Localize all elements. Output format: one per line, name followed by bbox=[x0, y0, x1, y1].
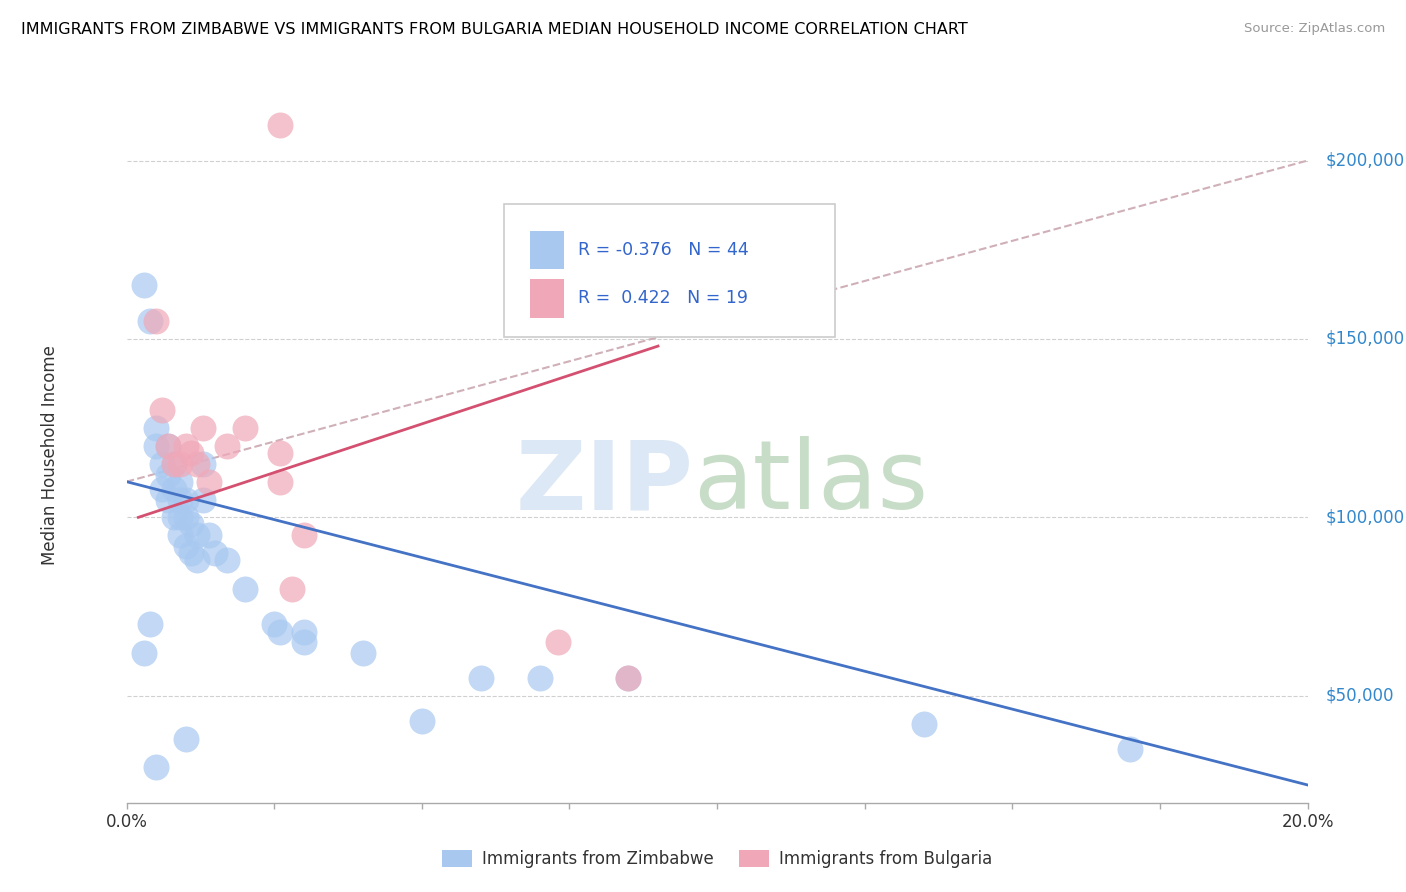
Point bbox=[180, 446, 202, 460]
Point bbox=[145, 439, 167, 453]
Point bbox=[352, 646, 374, 660]
Text: ZIP: ZIP bbox=[516, 436, 693, 529]
Legend: Immigrants from Zimbabwe, Immigrants from Bulgaria: Immigrants from Zimbabwe, Immigrants fro… bbox=[436, 843, 998, 874]
Point bbox=[1119, 742, 1142, 756]
Point bbox=[169, 510, 191, 524]
Point bbox=[547, 635, 569, 649]
Point bbox=[233, 582, 256, 596]
Point bbox=[617, 671, 640, 685]
Point bbox=[198, 528, 221, 542]
Point bbox=[470, 671, 492, 685]
Text: $100,000: $100,000 bbox=[1326, 508, 1405, 526]
Point bbox=[163, 457, 186, 471]
Point bbox=[134, 278, 156, 293]
Point bbox=[150, 403, 173, 417]
Point bbox=[169, 457, 191, 471]
Point bbox=[134, 646, 156, 660]
Point bbox=[169, 475, 191, 489]
Point bbox=[180, 517, 202, 532]
Point bbox=[163, 482, 186, 496]
FancyBboxPatch shape bbox=[505, 204, 835, 336]
Point bbox=[174, 539, 197, 553]
Point bbox=[269, 624, 291, 639]
Point bbox=[145, 314, 167, 328]
Point bbox=[215, 439, 238, 453]
Point bbox=[292, 635, 315, 649]
Point bbox=[139, 314, 162, 328]
Point bbox=[150, 457, 173, 471]
Point bbox=[204, 546, 226, 560]
Point bbox=[156, 439, 179, 453]
Text: atlas: atlas bbox=[693, 436, 928, 529]
Point bbox=[617, 671, 640, 685]
Point bbox=[169, 492, 191, 507]
Point bbox=[198, 475, 221, 489]
Text: $50,000: $50,000 bbox=[1326, 687, 1393, 705]
Point bbox=[193, 421, 215, 435]
Point bbox=[156, 439, 179, 453]
Point bbox=[174, 731, 197, 746]
Bar bbox=[530, 279, 564, 318]
Text: IMMIGRANTS FROM ZIMBABWE VS IMMIGRANTS FROM BULGARIA MEDIAN HOUSEHOLD INCOME COR: IMMIGRANTS FROM ZIMBABWE VS IMMIGRANTS F… bbox=[21, 22, 967, 37]
Point bbox=[215, 553, 238, 567]
Text: $200,000: $200,000 bbox=[1326, 152, 1405, 169]
Point bbox=[169, 528, 191, 542]
Point bbox=[193, 492, 215, 507]
Point bbox=[163, 457, 186, 471]
Text: R =  0.422   N = 19: R = 0.422 N = 19 bbox=[578, 289, 748, 308]
Text: $150,000: $150,000 bbox=[1326, 330, 1405, 348]
Text: Median Household Income: Median Household Income bbox=[41, 345, 59, 565]
Point bbox=[150, 482, 173, 496]
Point bbox=[292, 528, 315, 542]
Point bbox=[174, 510, 197, 524]
Point bbox=[163, 510, 186, 524]
Point bbox=[912, 717, 935, 731]
Point bbox=[186, 553, 208, 567]
Point bbox=[263, 617, 285, 632]
Point bbox=[233, 421, 256, 435]
Point bbox=[174, 439, 197, 453]
Text: Source: ZipAtlas.com: Source: ZipAtlas.com bbox=[1244, 22, 1385, 36]
Point bbox=[186, 528, 208, 542]
Point bbox=[180, 546, 202, 560]
Point bbox=[529, 671, 551, 685]
Point bbox=[269, 475, 291, 489]
Point bbox=[186, 457, 208, 471]
Point bbox=[411, 714, 433, 728]
Point bbox=[281, 582, 304, 596]
Point bbox=[292, 624, 315, 639]
Point bbox=[139, 617, 162, 632]
Point bbox=[174, 492, 197, 507]
Point bbox=[145, 421, 167, 435]
Text: R = -0.376   N = 44: R = -0.376 N = 44 bbox=[578, 241, 748, 259]
Point bbox=[193, 457, 215, 471]
Point bbox=[145, 760, 167, 774]
Point bbox=[156, 492, 179, 507]
Point bbox=[156, 467, 179, 482]
Bar bbox=[530, 230, 564, 268]
Point bbox=[269, 118, 291, 132]
Point bbox=[269, 446, 291, 460]
